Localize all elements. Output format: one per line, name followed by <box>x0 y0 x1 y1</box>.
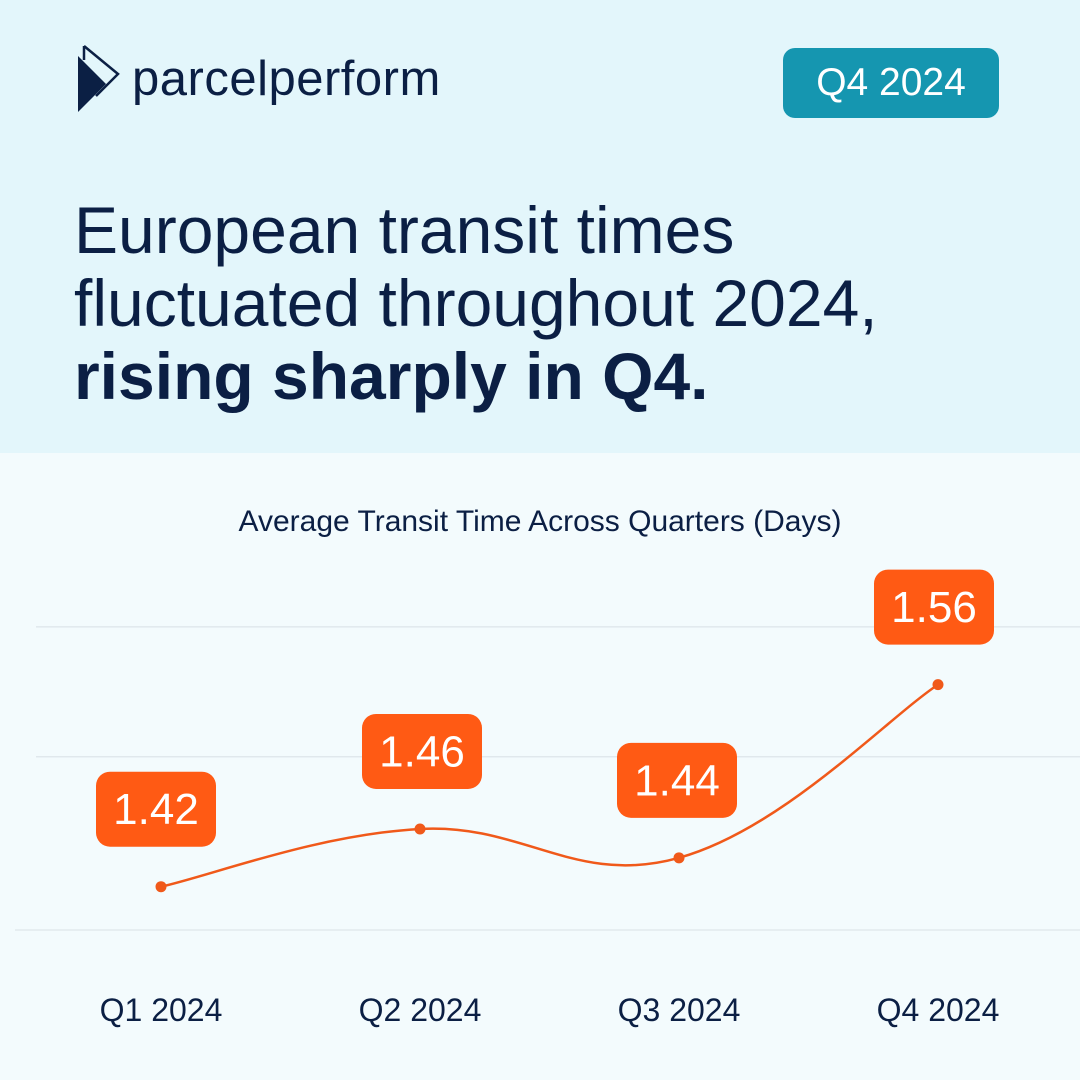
data-label-box <box>96 771 216 847</box>
data-label: 1.44 <box>634 756 720 805</box>
data-label-box <box>617 742 737 818</box>
data-point <box>932 679 944 691</box>
quarter-badge: Q4 2024 <box>783 48 999 118</box>
brand-name: parcelperform <box>132 51 441 106</box>
chart-title: Average Transit Time Across Quarters (Da… <box>238 505 842 538</box>
headline-bold: rising sharply in Q4. <box>74 339 709 413</box>
x-tick-label: Q3 2024 <box>618 992 741 1028</box>
x-tick-label: Q2 2024 <box>359 992 482 1028</box>
data-label-box <box>362 713 482 789</box>
x-tick-label: Q4 2024 <box>877 992 1000 1028</box>
data-label-box <box>874 569 994 645</box>
data-label: 1.46 <box>379 727 465 776</box>
data-point <box>155 881 167 893</box>
data-point <box>673 852 685 864</box>
data-point <box>414 823 426 835</box>
parcelperform-logo-icon <box>78 45 120 112</box>
data-label: 1.56 <box>891 583 977 632</box>
series-line <box>160 683 939 888</box>
x-tick-label: Q1 2024 <box>100 992 223 1028</box>
page-title: European transit times fluctuated throug… <box>74 194 1034 413</box>
data-label: 1.42 <box>113 785 199 834</box>
headline-regular: European transit times fluctuated throug… <box>74 193 878 340</box>
brand-logo[interactable]: parcelperform <box>76 44 441 114</box>
